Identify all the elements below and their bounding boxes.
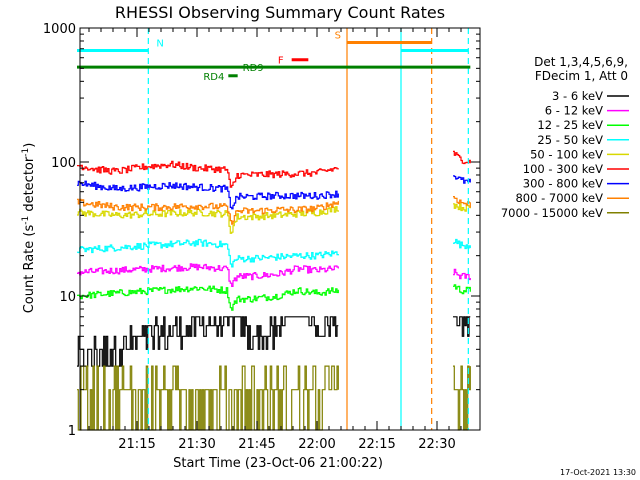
series-line [453,365,471,431]
legend-label: 25 - 50 keV [537,133,603,147]
series-line [77,206,339,234]
legend-label: 800 - 7000 keV [515,191,603,205]
flag-label: N [156,38,163,49]
legend-label: 6 - 12 keV [545,104,603,118]
series-line [77,365,339,431]
series-line [77,160,339,188]
legend-label: 7000 - 15000 keV [501,206,603,220]
x-tick-label: 21:45 [238,437,275,452]
y-tick-label: 1 [68,424,76,439]
legend-label: 12 - 25 keV [537,118,603,132]
series-line [453,284,471,295]
x-tick-label: 22:30 [418,437,455,452]
plot-frame [79,27,481,431]
flag-label: F [278,56,284,67]
series-line [77,263,339,287]
x-axis-label: Start Time (23-Oct-06 21:00:22) [173,456,383,471]
chart-title: RHESSI Observing Summary Count Rates [115,3,445,22]
y-axis-label-part: -1 [21,216,31,225]
series-line [453,238,471,250]
x-tick-label: 22:15 [358,437,395,452]
x-tick-label: 21:30 [178,437,215,452]
legend-label: 100 - 300 keV [523,162,603,176]
legend-label: 50 - 100 keV [530,147,603,161]
flag-label: RD9 [243,63,264,74]
x-tick-label: 22:00 [298,437,335,452]
series-line [77,316,339,367]
y-axis-label-part: Count Rate (s [22,225,37,314]
series-line [453,150,471,165]
legend-label: 3 - 6 keV [552,89,603,103]
series-line [77,198,339,225]
y-tick-label: 1000 [43,22,76,37]
series-line [77,285,339,311]
flag-label: RD4 [203,72,224,83]
flag-label: S [335,30,341,41]
y-axis-label-part: -1 [21,148,31,157]
series-line [453,196,471,208]
y-axis-label-part: detector [22,156,37,216]
plot-area: N S F RD9 RD4 [77,28,471,431]
series-line [77,180,339,210]
y-axis-label-part: ) [22,143,37,148]
series-line [77,238,339,268]
y-axis-label: Count Rate (s-1 detector-1) [21,143,37,314]
footer-date: 17-Oct-2021 13:30 [560,468,636,477]
legend-label: 300 - 800 keV [523,177,603,191]
legend-header-line: FDecim 1, Att 0 [535,69,628,83]
x-tick-label: 21:15 [118,437,155,452]
series-line [453,316,471,337]
y-tick-label: 100 [51,156,76,171]
series-line [453,175,471,184]
series-line [453,268,471,281]
legend-header-line: Det 1,3,4,5,6,9, [534,55,628,69]
axes: 1 10 100 1000 21:15 21:30 21:45 22:00 22:15 22:30 [43,22,481,452]
y-tick-label: 10 [59,290,76,305]
